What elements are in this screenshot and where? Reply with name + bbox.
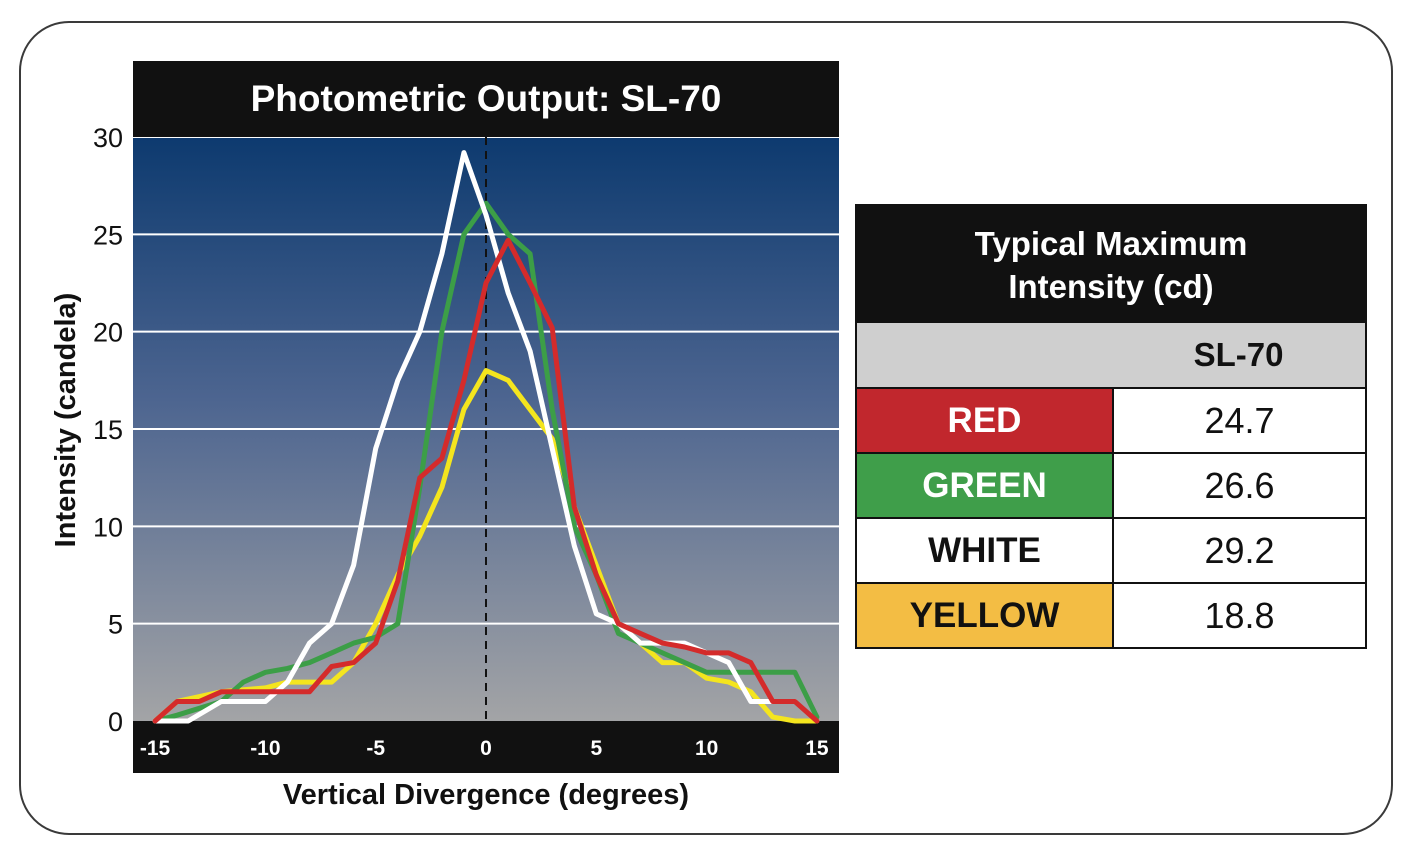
table-header: Typical Maximum Intensity (cd) <box>857 206 1365 323</box>
y-axis-label: Intensity (candela) <box>50 292 82 548</box>
x-axis-band <box>133 721 839 773</box>
series-line-yellow <box>152 368 820 724</box>
y-tick-label: 20 <box>93 318 123 348</box>
series-line-green <box>152 200 820 724</box>
x-tick-label: -5 <box>366 737 385 760</box>
table-row-yellow: YELLOW 18.8 <box>857 584 1365 647</box>
x-tick-label: 0 <box>480 737 492 760</box>
row-value: 18.8 <box>1114 584 1365 647</box>
y-tick-label: 30 <box>93 123 123 153</box>
x-tick-labels: -15 -10 -5 0 5 10 15 <box>140 737 829 760</box>
x-tick-label: 5 <box>590 737 602 760</box>
table-subheader-blank <box>857 323 1112 387</box>
row-color-label: RED <box>857 389 1114 452</box>
x-axis-label: Vertical Divergence (degrees) <box>282 779 690 811</box>
series-lines <box>152 150 820 724</box>
row-value: 26.6 <box>1114 454 1365 517</box>
row-value: 29.2 <box>1114 519 1365 582</box>
table-subheader: SL-70 <box>857 323 1365 389</box>
x-tick-label: -10 <box>250 737 280 760</box>
y-tick-label: 25 <box>93 220 123 250</box>
y-tick-labels: 0 5 10 15 20 25 30 <box>93 123 123 737</box>
table-row-red: RED 24.7 <box>857 389 1365 454</box>
chart-title: Photometric Output: SL-70 <box>133 61 839 137</box>
y-tick-label: 0 <box>108 707 123 737</box>
table-column-label: SL-70 <box>1193 336 1284 373</box>
row-color-label: GREEN <box>857 454 1114 517</box>
max-intensity-table: Typical Maximum Intensity (cd) SL-70 RED… <box>855 204 1367 649</box>
y-tick-label: 5 <box>108 610 123 640</box>
y-tick-label: 10 <box>93 512 123 542</box>
y-tick-label: 15 <box>93 415 123 445</box>
row-value: 24.7 <box>1114 389 1365 452</box>
series-line-red <box>152 237 820 724</box>
row-color-label: WHITE <box>857 519 1114 582</box>
gridlines <box>133 136 839 625</box>
table-header-line1: Typical Maximum <box>974 224 1248 262</box>
table-header-line2: Intensity (cd) <box>1008 267 1214 305</box>
x-tick-label: 10 <box>695 737 718 760</box>
x-tick-label: -15 <box>140 737 171 760</box>
table-row-white: WHITE 29.2 <box>857 519 1365 584</box>
row-color-label: YELLOW <box>857 584 1114 647</box>
table-row-green: GREEN 26.6 <box>857 454 1365 519</box>
x-tick-label: 15 <box>805 737 829 760</box>
